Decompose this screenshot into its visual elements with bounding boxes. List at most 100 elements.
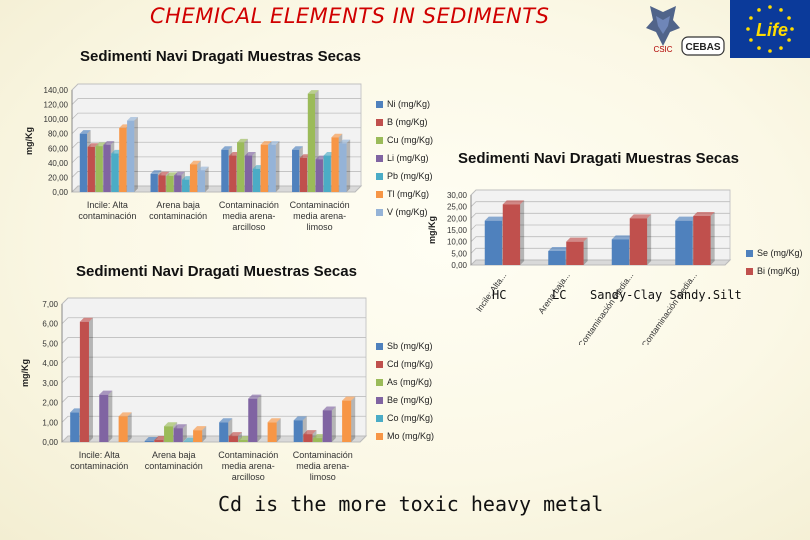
bar-side (647, 214, 652, 265)
y-tick-label: 0,00 (451, 261, 467, 270)
bar-top (173, 424, 187, 429)
legend-swatch (376, 100, 383, 108)
legend-item: Mo (mg/Kg) (376, 427, 434, 445)
legend-swatch (376, 378, 383, 386)
legend-item: Li (mg/Kg) (376, 149, 433, 167)
bar-top (484, 216, 507, 221)
gridline (470, 212, 730, 219)
bar (315, 159, 323, 192)
gridline (61, 317, 366, 324)
legend-label: Tl (mg/Kg) (387, 189, 430, 199)
bar-side (127, 412, 132, 442)
legend-swatch (376, 396, 383, 404)
chart1-legend: Ni (mg/Kg) B (mg/Kg) Cu (mg/Kg) Li (mg/Kg) P… (376, 95, 433, 221)
bottom-note: Cd is the more toxic heavy metal (218, 492, 604, 516)
bar (548, 251, 566, 265)
eu-star-icon (790, 27, 794, 31)
y-tick-label: 1,00 (42, 418, 58, 427)
legend-item: Co (mg/Kg) (376, 409, 434, 427)
bar-side (583, 237, 588, 265)
bar (164, 426, 174, 442)
bar (566, 241, 584, 265)
x-tick-label: Contaminación media... (576, 270, 635, 345)
x-tick-label: Contaminación (219, 200, 279, 210)
bar-side (88, 317, 93, 442)
legend-swatch (376, 360, 383, 368)
legend-label: V (mg/Kg) (387, 207, 428, 217)
x-tick-label: limoso (307, 222, 333, 232)
gridline (61, 435, 366, 443)
bar-top (339, 139, 351, 144)
legend-label: B (mg/Kg) (387, 117, 428, 127)
bar-side (257, 394, 262, 442)
bar (611, 239, 630, 265)
legend-item: Bi (mg/Kg) (746, 262, 803, 280)
legend-label: Sb (mg/Kg) (387, 341, 433, 351)
chart2-title: Sedimenti Navi Dragati Muestras Secas (458, 150, 739, 167)
y-tick-label: 3,00 (42, 379, 58, 388)
chart1-title: Sedimenti Navi Dragati Muestras Secas (80, 48, 361, 65)
bar (111, 153, 119, 192)
legend-item: Cd (mg/Kg) (376, 355, 434, 373)
x-tick-label: Contaminación (290, 200, 350, 210)
y-tick-label: 40,00 (48, 159, 69, 168)
bar-top (629, 214, 652, 219)
y-tick-label: 7,00 (42, 300, 58, 309)
y-axis-label: mg/Kg (24, 127, 34, 155)
legend-swatch (376, 208, 383, 216)
gridline (470, 189, 730, 196)
eu-star-icon (779, 8, 783, 12)
bar-side (275, 141, 280, 192)
bar (229, 155, 237, 192)
bar-top (118, 412, 132, 417)
bar (293, 420, 303, 442)
cebas-label: CEBAS (685, 42, 720, 53)
bar (95, 146, 103, 192)
x-tick-label: Arena baja (152, 450, 196, 460)
legend-swatch (376, 118, 383, 126)
legend-label: Pb (mg/Kg) (387, 171, 433, 181)
legend-label: Bi (mg/Kg) (757, 266, 800, 276)
bar-side (351, 396, 356, 442)
bar (119, 127, 127, 192)
bar (197, 170, 206, 192)
bar (675, 220, 693, 265)
y-tick-label: 60,00 (48, 144, 69, 153)
bar-top (268, 141, 280, 145)
bar (268, 144, 276, 192)
bar (99, 394, 109, 442)
y-tick-label: 10,00 (447, 238, 468, 247)
eu-star-icon (768, 49, 772, 53)
legend-item: Tl (mg/Kg) (376, 185, 433, 203)
chart3: 0,00 1,00 2,00 3,00 4,00 5,00 6,00 7,00 mg/Kg Inc… (20, 292, 430, 487)
bar (307, 93, 316, 192)
bar (79, 321, 89, 442)
legend-item: As (mg/Kg) (376, 373, 434, 391)
bar-side (182, 424, 187, 442)
bar (502, 204, 521, 265)
x-tick-label: media arena- (293, 211, 346, 221)
bar (303, 434, 313, 442)
bar-top (303, 430, 317, 435)
bar (150, 173, 158, 192)
gridline (71, 98, 361, 105)
hc-label: HC (492, 288, 507, 302)
eu-star-icon (779, 46, 783, 50)
legend-item: B (mg/Kg) (376, 113, 433, 131)
x-tick-label: arcilloso (232, 472, 265, 482)
bar-top (502, 200, 525, 205)
y-tick-label: 120,00 (44, 101, 69, 110)
bar-side (276, 418, 281, 442)
x-tick-label: arcilloso (232, 222, 265, 232)
bar (292, 149, 300, 192)
page-title: CHEMICAL ELEMENTS IN SEDIMENTS (150, 4, 550, 28)
legend-label: As (mg/Kg) (387, 377, 433, 387)
bar-top (79, 317, 93, 322)
bar-side (331, 406, 336, 442)
bar (118, 416, 128, 442)
y-axis-label: mg/Kg (20, 359, 30, 387)
gridline (61, 376, 366, 384)
bar-top (611, 235, 634, 240)
y-tick-label: 0,00 (42, 438, 58, 447)
bar (237, 142, 245, 192)
